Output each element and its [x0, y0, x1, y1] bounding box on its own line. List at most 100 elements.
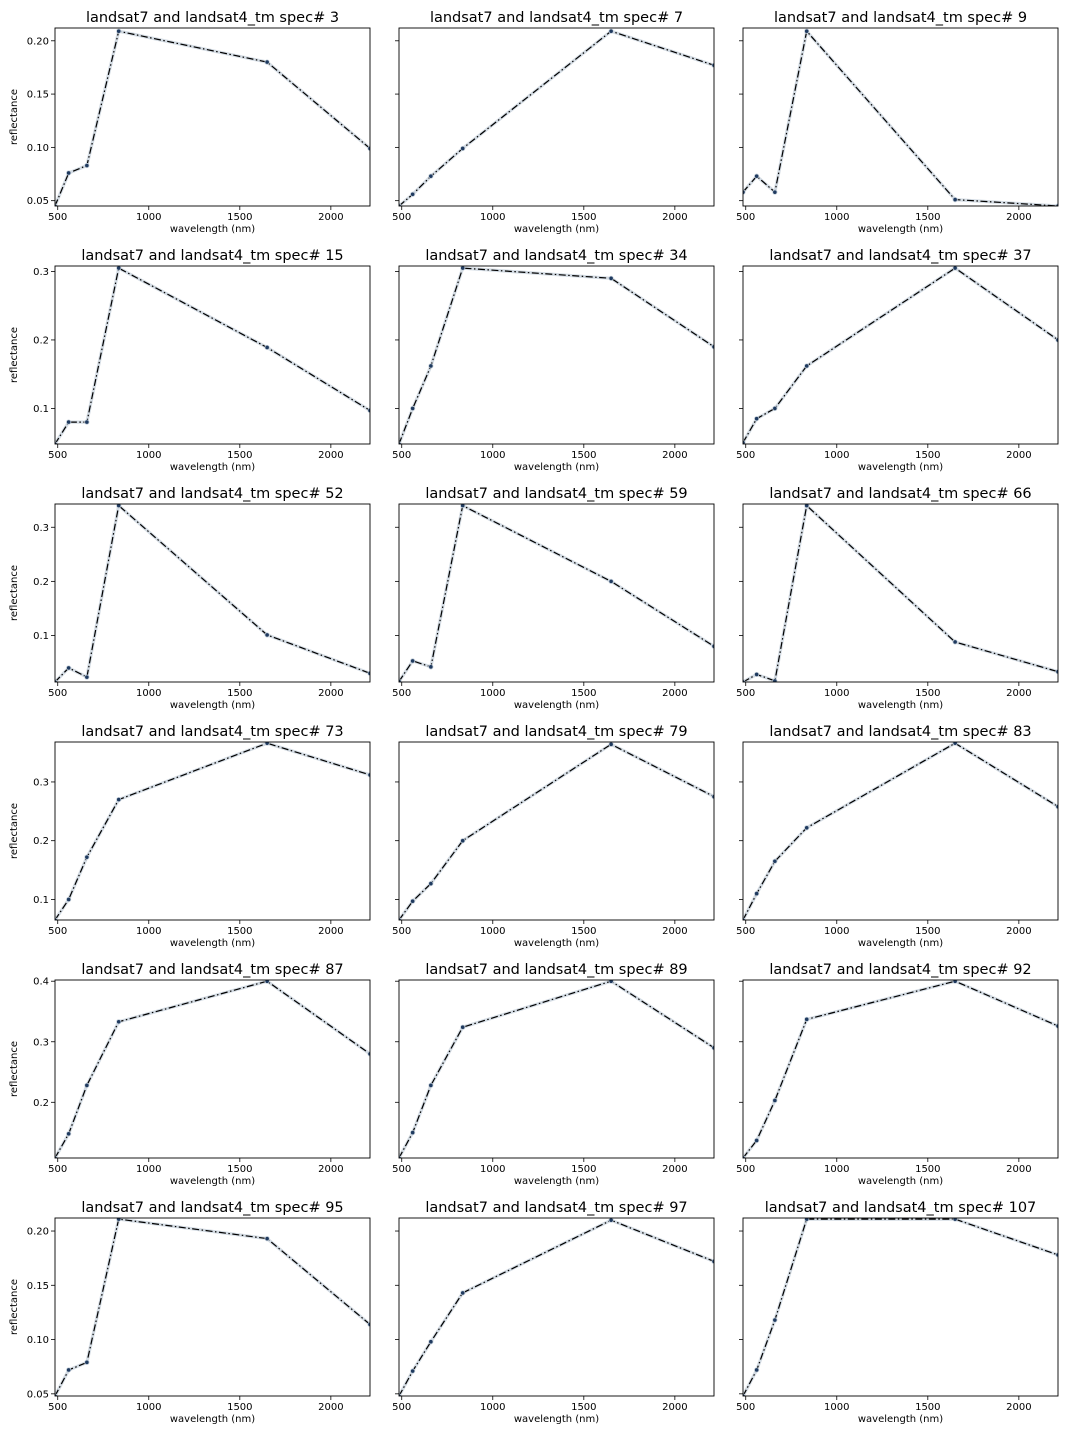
subplot-title: landsat7 and landsat4_tm spec# 15 — [81, 248, 343, 264]
data-point — [460, 1024, 466, 1030]
x-tick-label: 2000 — [318, 450, 343, 461]
data-point — [743, 189, 746, 195]
x-tick-label: 1500 — [571, 450, 596, 461]
y-tick-label: 0.4 — [33, 977, 49, 988]
data-point — [804, 1218, 810, 1222]
subplot-title: landsat7 and landsat4_tm spec# 7 — [430, 10, 683, 26]
subplot-title: landsat7 and landsat4_tm spec# 34 — [425, 248, 687, 264]
data-point — [264, 59, 270, 65]
plot-frame — [398, 27, 715, 207]
y-tick-label: 0.15 — [27, 90, 49, 101]
data-point — [116, 28, 122, 34]
y-axis-label: reflectance — [9, 565, 20, 621]
y-axis-label: reflectance — [9, 89, 20, 145]
data-point — [460, 838, 466, 844]
spectrum-line — [743, 267, 1058, 443]
data-point — [399, 203, 402, 206]
plot-frame — [54, 741, 371, 921]
x-tick-label: 2000 — [318, 212, 343, 223]
plot-frame — [398, 979, 715, 1159]
data-point — [772, 189, 778, 195]
plot-frame — [398, 503, 715, 683]
subplot-title: landsat7 and landsat4_tm spec# 59 — [425, 486, 687, 502]
data-point — [410, 1368, 416, 1374]
data-layer — [743, 266, 1058, 444]
y-tick-label: 0.1 — [33, 404, 49, 415]
data-point — [55, 1155, 58, 1158]
subplot-title: landsat7 and landsat4_tm spec# 89 — [425, 962, 687, 978]
spectrum-line — [55, 30, 370, 206]
subplot-title: landsat7 and landsat4_tm spec# 83 — [769, 724, 1031, 740]
data-point — [804, 504, 810, 509]
y-tick-label: 0.05 — [27, 1389, 49, 1400]
x-axis-label: wavelength (nm) — [514, 938, 599, 949]
x-tick-label: 1500 — [571, 688, 596, 699]
subplot-title: landsat7 and landsat4_tm spec# 66 — [769, 486, 1031, 502]
data-point — [66, 1131, 72, 1137]
x-tick-label: 500 — [736, 450, 755, 461]
data-point — [772, 678, 778, 682]
data-point — [952, 639, 958, 645]
data-point — [264, 344, 270, 351]
plot-frame — [742, 265, 1059, 445]
data-point — [460, 266, 466, 271]
spectrum-line — [55, 504, 370, 682]
spectrum-halo-line — [743, 980, 1058, 1158]
y-tick-label: 0.15 — [27, 1281, 49, 1292]
data-point — [399, 1393, 402, 1396]
data-layer — [399, 980, 714, 1158]
x-tick-label: 500 — [48, 450, 67, 461]
data-point — [55, 1393, 58, 1396]
x-tick-label: 2000 — [662, 212, 687, 223]
x-axis-label: wavelength (nm) — [514, 224, 599, 235]
x-axis-label: wavelength (nm) — [858, 224, 943, 235]
subplot: landsat7 and landsat4_tm spec# 107 500 100… — [736, 1200, 1059, 1425]
x-tick-label: 2000 — [662, 926, 687, 937]
x-tick-label: 1500 — [227, 1402, 252, 1413]
data-point — [264, 742, 270, 746]
x-tick-label: 1000 — [136, 1164, 161, 1175]
spectrum-halo-line — [743, 266, 1058, 444]
plot-frame — [742, 27, 1059, 207]
spectrum-line — [743, 980, 1058, 1158]
subplot: landsat7 and landsat4_tm spec# 3 500 1000 1… — [9, 10, 371, 235]
x-tick-label: 1000 — [824, 212, 849, 223]
y-tick-label: 0.2 — [33, 1098, 49, 1109]
spectrum-line — [399, 1219, 714, 1396]
spectrum-line — [55, 980, 370, 1158]
y-tick-label: 0.10 — [27, 1335, 49, 1346]
y-tick-label: 0.1 — [33, 631, 49, 642]
data-point — [84, 162, 90, 169]
plot-frame — [398, 265, 715, 445]
subplot-grid: landsat7 and landsat4_tm spec# 3 500 1000 1… — [9, 10, 1059, 1425]
data-point — [84, 854, 90, 860]
data-point — [116, 1019, 122, 1025]
spectrum-line — [55, 742, 370, 920]
x-tick-label: 1000 — [136, 688, 161, 699]
data-point — [399, 678, 402, 682]
subplot: landsat7 and landsat4_tm spec# 89 500 1000… — [392, 962, 715, 1187]
data-point — [608, 742, 614, 747]
spectrum-line — [399, 743, 714, 920]
spectrum-halo-line — [55, 29, 370, 206]
data-point — [952, 980, 958, 984]
x-axis-label: wavelength (nm) — [514, 1176, 599, 1187]
data-point — [428, 173, 434, 179]
data-point — [1055, 1252, 1058, 1258]
x-tick-label: 500 — [48, 1164, 67, 1175]
data-point — [428, 1339, 434, 1345]
x-axis-label: wavelength (nm) — [170, 224, 255, 235]
spectrum-halo-line — [399, 266, 714, 444]
x-axis-label: wavelength (nm) — [858, 700, 943, 711]
data-point — [116, 1218, 122, 1222]
x-tick-label: 500 — [736, 1164, 755, 1175]
data-point — [410, 1129, 416, 1136]
spectrum-halo-line — [743, 29, 1058, 206]
data-point — [460, 1290, 466, 1296]
subplot-title: landsat7 and landsat4_tm spec# 3 — [86, 10, 339, 26]
y-axis-label: reflectance — [9, 1279, 20, 1335]
data-layer — [55, 266, 370, 444]
subplot-title: landsat7 and landsat4_tm spec# 9 — [774, 10, 1027, 26]
data-point — [608, 28, 614, 34]
